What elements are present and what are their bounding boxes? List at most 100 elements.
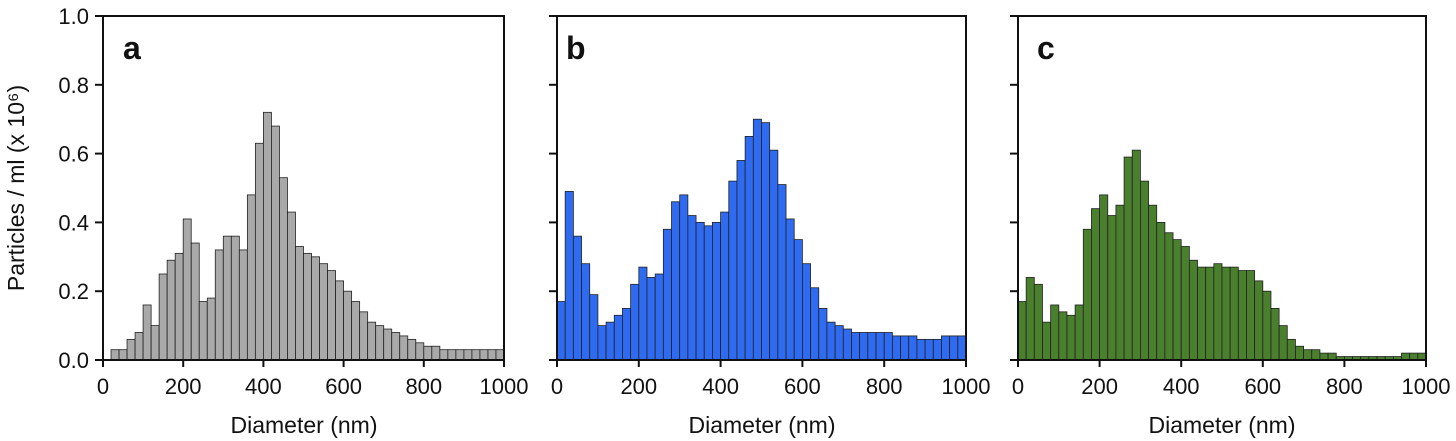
x-tick-label: 1000: [1402, 374, 1451, 399]
panel-a-frame: [102, 15, 505, 361]
panel-b-bar: [891, 335, 901, 361]
panel-b-bar: [712, 221, 721, 361]
panel-a-bar: [447, 349, 457, 361]
panel-c-bar: [1107, 215, 1117, 361]
panel-c-bar: [1091, 208, 1100, 361]
panel-b-bar: [646, 277, 656, 361]
x-tick-label: 0: [551, 374, 563, 399]
panel-b-bar: [638, 266, 648, 361]
panel-b-bar: [703, 225, 713, 361]
panel-b-bar: [589, 294, 599, 361]
y-tick-label: 1.0: [58, 4, 89, 29]
panel-c-bar: [1188, 259, 1198, 361]
x-tick-label: 400: [1163, 374, 1200, 399]
panel-a-bar: [383, 328, 393, 361]
panel-c-bar: [1050, 304, 1060, 361]
panel-b-bar: [605, 321, 615, 361]
panel-b-bar: [556, 301, 566, 361]
panel-c-bar: [1025, 277, 1035, 361]
panel-a-bar: [142, 304, 152, 361]
panel-a-bar: [295, 246, 304, 361]
y-axis-title: Particles / ml (x 10⁶): [3, 85, 29, 291]
panel-b-bar: [752, 118, 762, 361]
panel-a-bar: [182, 218, 192, 361]
panel-b-bar: [687, 215, 697, 361]
panel-a-bar: [351, 301, 361, 361]
x-tick-label: 600: [325, 374, 362, 399]
panel-b-bar: [932, 338, 942, 361]
panel-a-bar: [238, 249, 248, 361]
panel-c-bar: [1074, 304, 1084, 361]
panel-b-bar: [900, 335, 910, 361]
panel-c-bar: [1164, 232, 1174, 361]
x-tick-label: 400: [245, 374, 282, 399]
panel-a-bar: [110, 349, 120, 361]
panel-c-bar: [1327, 352, 1337, 361]
panel-b-bar: [834, 325, 844, 361]
panel-c: c 0 200 400 600 800 1000 Diameter (nm): [1010, 15, 1451, 438]
panel-a-bar: [495, 349, 505, 361]
panel-a-bar: [206, 297, 216, 361]
panel-c-bar: [1197, 266, 1207, 361]
panel-a-bar: [343, 290, 353, 361]
panel-a-bar: [230, 235, 240, 361]
panel-b-bar: [908, 335, 918, 361]
panel-c-bar: [1213, 263, 1223, 361]
panel-b: b 0 200 400 600 800 1000 Diameter (nm): [549, 15, 990, 438]
panel-a-bar: [303, 252, 312, 361]
panel-a-bar: [214, 249, 224, 361]
panel-b-frame: [556, 15, 967, 361]
panel-b-bar: [761, 122, 771, 361]
panel-a-bar: [439, 349, 449, 361]
panel-b-x-axis-title: Diameter (nm): [689, 412, 836, 438]
panel-a-bar: [479, 349, 489, 361]
panel-a-x-axis-title: Diameter (nm): [231, 412, 378, 438]
panel-c-bar: [1409, 352, 1419, 361]
panel-b-bar: [630, 283, 640, 361]
panel-b-axes: 0 200 400 600 800 1000: [549, 15, 990, 399]
panel-c-bar: [1082, 228, 1092, 361]
panel-c-bar: [1286, 338, 1296, 361]
panel-c-bar: [1229, 266, 1239, 361]
panel-a-bar: [335, 280, 344, 361]
panel-b-bar: [842, 328, 852, 361]
panel-b-bar: [581, 263, 591, 361]
panel-a-bar: [311, 256, 320, 361]
panel-b-bar: [671, 201, 681, 361]
panel-a-bar: [150, 325, 160, 361]
panel-b-bar: [924, 338, 934, 361]
panel-c-bar: [1221, 266, 1231, 361]
panel-c-bar: [1123, 156, 1133, 361]
panel-a: a 0 200 400 600 800 1000 0.0 0.2 0.4 0.6 0.8 1.0 Di…: [58, 4, 528, 438]
y-tick-label: 0.6: [58, 142, 89, 167]
panel-b-bar: [818, 307, 828, 361]
panel-c-bar: [1017, 301, 1027, 361]
panel-c-bar: [1278, 325, 1288, 361]
panel-a-bar: [198, 301, 208, 361]
panel-a-bar: [471, 349, 481, 361]
panel-b-bar: [777, 184, 787, 361]
panel-a-bar: [415, 342, 425, 361]
panel-a-bar: [190, 242, 200, 361]
panel-b-bar: [622, 307, 632, 361]
panel-c-bar: [1311, 349, 1321, 361]
panel-b-bar: [802, 263, 811, 361]
panel-a-bar: [174, 252, 184, 361]
panel-a-bar: [423, 345, 433, 361]
panel-b-bar: [654, 273, 664, 361]
panel-b-bars: [556, 118, 967, 361]
panel-c-bar: [1180, 246, 1190, 361]
panel-c-bar: [1042, 321, 1052, 361]
panel-b-bar: [949, 335, 959, 361]
panel-c-bar: [1262, 290, 1272, 361]
panel-c-bars: [1017, 149, 1427, 361]
panel-c-bar: [1131, 149, 1141, 361]
panel-c-bar: [1099, 194, 1109, 361]
panel-b-bar: [916, 338, 926, 361]
panel-a-bar: [407, 338, 417, 361]
panel-c-frame: [1017, 15, 1427, 361]
panel-b-bar: [744, 135, 754, 361]
panel-c-bar: [1172, 239, 1182, 361]
panel-a-bar: [431, 345, 441, 361]
panel-a-bar: [399, 335, 409, 361]
